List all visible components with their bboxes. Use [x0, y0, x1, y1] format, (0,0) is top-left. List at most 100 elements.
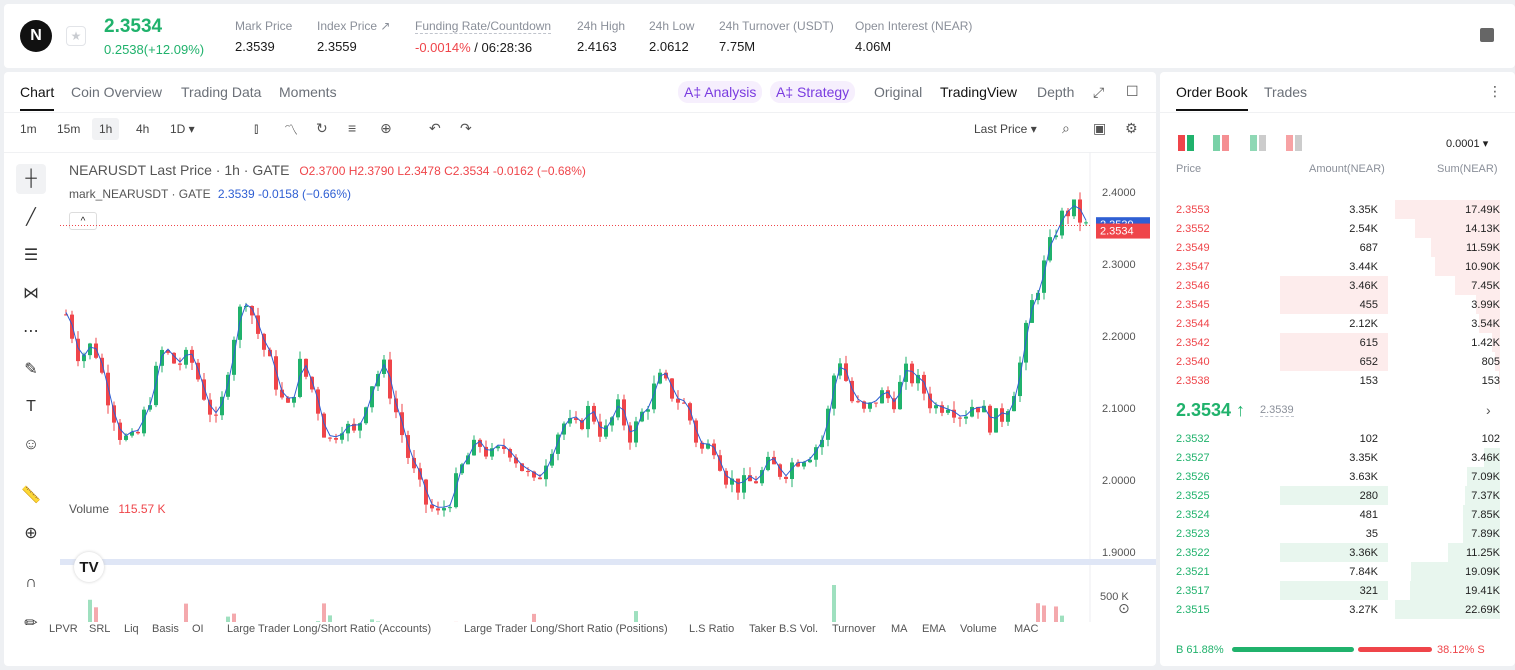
indicators-icon[interactable]: 〽 [284, 122, 298, 138]
candle-body [958, 417, 962, 419]
tab-order-book[interactable]: Order Book [1176, 84, 1248, 111]
horizontal-lines-icon[interactable]: ☰ [23, 247, 39, 264]
replay-icon[interactable]: ↻ [316, 120, 328, 136]
view-both-icon[interactable] [1178, 135, 1194, 151]
tab-chart[interactable]: Chart [20, 84, 55, 111]
gear-icon[interactable]: ⚙ [1125, 120, 1138, 136]
view-asks-icon[interactable] [1286, 135, 1302, 151]
view-mixed-icon[interactable] [1213, 135, 1229, 151]
indicator-tab[interactable]: Basis [152, 623, 179, 635]
tab-trades[interactable]: Trades [1264, 84, 1308, 100]
indicator-tab[interactable]: L.S Ratio [689, 623, 735, 635]
interval-1d-dropdown[interactable]: 1D ▾ [170, 122, 195, 136]
interval-1h[interactable]: 1h [92, 118, 120, 140]
indicator-tab[interactable]: Volume [960, 623, 997, 635]
camera-icon[interactable]: ▣ [1093, 120, 1107, 136]
indicator-tab[interactable]: Liq [124, 623, 139, 635]
brush-icon[interactable]: ✎ [24, 361, 38, 378]
add-indicator-icon[interactable]: ⊕ [380, 120, 392, 136]
text-tool-icon[interactable]: T [26, 398, 36, 415]
orderbook-row[interactable]: 2.3526 3.63K 7.09K [1168, 467, 1500, 486]
crosshair-icon[interactable]: ┼ [16, 164, 46, 194]
row-sum: 11.25K [1465, 547, 1500, 559]
candle-body [502, 446, 506, 450]
interval-1m[interactable]: 1m [20, 122, 37, 136]
candle-body [82, 355, 86, 362]
favorite-star-icon[interactable]: ★ [66, 26, 86, 46]
orderbook-row[interactable]: 2.3525 280 7.37K [1168, 486, 1500, 505]
pencil-lock-icon[interactable]: ✏ [24, 615, 38, 632]
ruler-icon[interactable]: 📏 [21, 487, 41, 504]
orderbook-row[interactable]: 2.3546 3.46K 7.45K [1168, 276, 1500, 295]
indicator-tab[interactable]: OI [192, 623, 204, 635]
fullscreen-icon[interactable]: ⤢ [1093, 84, 1105, 100]
orderbook-row[interactable]: 2.3547 3.44K 10.90K [1168, 257, 1500, 276]
analysis-button[interactable]: A‡ Analysis [678, 81, 763, 103]
indicator-tab[interactable]: Taker B.S Vol. [749, 623, 819, 635]
view-tradingview[interactable]: TradingView [940, 84, 1018, 100]
templates-icon[interactable]: ≡ [348, 120, 357, 136]
undo-icon[interactable]: ↶ [429, 120, 441, 136]
price-chart[interactable]: 2.4000 2.3000 2.2000 2.1000 2.0000 1.9000 2.35… [60, 152, 1156, 622]
tab-trading-data[interactable]: Trading Data [181, 84, 262, 100]
orderbook-row[interactable]: 2.3542 615 1.42K [1168, 333, 1500, 352]
orderbook-row[interactable]: 2.3540 652 805 [1168, 352, 1500, 371]
search-icon[interactable]: ⌕ [1062, 120, 1070, 136]
indicator-tab[interactable]: SRL [89, 623, 111, 635]
indicator-tab[interactable]: Large Trader Long/Short Ratio (Accounts) [227, 623, 432, 635]
strategy-button[interactable]: A‡ Strategy [770, 81, 856, 103]
emoji-icon[interactable]: ☺ [22, 436, 40, 453]
row-price: 2.3545 [1176, 299, 1210, 311]
stat-funding-rate[interactable]: Funding Rate/Countdown -0.0014% / 06:28:3… [415, 19, 552, 55]
chart-settings-icon[interactable]: ⊙ [1118, 600, 1130, 616]
indicator-tab[interactable]: Large Trader Long/Short Ratio (Positions… [464, 623, 668, 635]
interval-4h[interactable]: 4h [136, 122, 150, 136]
indicator-tab[interactable]: MA [891, 623, 908, 635]
magnet-icon[interactable]: ∩ [25, 574, 37, 591]
trendline-icon[interactable]: ╱ [26, 209, 36, 226]
orderbook-row[interactable]: 2.3544 2.12K 3.54K [1168, 314, 1500, 333]
guide-book-icon[interactable] [1480, 28, 1494, 42]
orderbook-row[interactable]: 2.3532 102 102 [1168, 429, 1500, 448]
indicator-tab[interactable]: Turnover [832, 623, 876, 635]
window-icon[interactable]: ☐ [1126, 83, 1139, 99]
redo-icon[interactable]: ↷ [460, 120, 472, 136]
zoom-in-icon[interactable]: ⊕ [24, 525, 38, 542]
candle-type-icon[interactable]: ⫾ [254, 120, 259, 136]
price-type-select[interactable]: Last Price ▾ [974, 122, 1037, 136]
view-depth[interactable]: Depth [1037, 84, 1075, 100]
orderbook-row[interactable]: 2.3523 35 7.89K [1168, 524, 1500, 543]
stat-index-price[interactable]: Index Price ↗ 2.3559 [317, 19, 391, 54]
candle-body [814, 447, 818, 460]
orderbook-row[interactable]: 2.3538 153 153 [1168, 371, 1500, 390]
orderbook-row[interactable]: 2.3524 481 7.85K [1168, 505, 1500, 524]
interval-15m[interactable]: 15m [57, 122, 81, 136]
precision-select[interactable]: 0.0001 ▾ [1446, 138, 1489, 150]
orderbook-row[interactable]: 2.3515 3.27K 22.69K [1168, 600, 1500, 619]
chevron-right-icon[interactable]: › [1486, 402, 1491, 418]
orderbook-row[interactable]: 2.3527 3.35K 3.46K [1168, 448, 1500, 467]
orderbook-row[interactable]: 2.3545 455 3.99K [1168, 295, 1500, 314]
view-bids-icon[interactable] [1250, 135, 1266, 151]
row-sum: 3.99K [1471, 299, 1500, 311]
orderbook-row[interactable]: 2.3549 687 11.59K [1168, 238, 1500, 257]
orderbook-row[interactable]: 2.3517 321 19.41K [1168, 581, 1500, 600]
tab-coin-overview[interactable]: Coin Overview [71, 84, 163, 100]
view-original[interactable]: Original [874, 84, 923, 100]
pattern-icon[interactable]: ⋈ [23, 285, 39, 302]
fib-icon[interactable]: ⋯ [23, 323, 39, 340]
tab-moments[interactable]: Moments [279, 84, 337, 100]
row-sum: 10.90K [1465, 261, 1500, 273]
stat-mark-price[interactable]: Mark Price 2.3539 [235, 19, 293, 54]
orderbook-row[interactable]: 2.3522 3.36K 11.25K [1168, 543, 1500, 562]
legend-main: NEARUSDT Last Price · 1h · GATE O2.3700 … [69, 162, 586, 178]
indicator-tab[interactable]: EMA [922, 623, 946, 635]
indicator-tab[interactable]: MAC [1014, 623, 1039, 635]
more-icon[interactable]: ⋮ [1488, 83, 1502, 99]
orderbook-row[interactable]: 2.3552 2.54K 14.13K [1168, 219, 1500, 238]
collapse-legend-button[interactable]: ^ [69, 212, 97, 230]
orderbook-row[interactable]: 2.3521 7.84K 19.09K [1168, 562, 1500, 581]
orderbook-row[interactable]: 2.3553 3.35K 17.49K [1168, 200, 1500, 219]
candle-body [328, 437, 332, 439]
indicator-tab[interactable]: LPVR [49, 623, 78, 635]
